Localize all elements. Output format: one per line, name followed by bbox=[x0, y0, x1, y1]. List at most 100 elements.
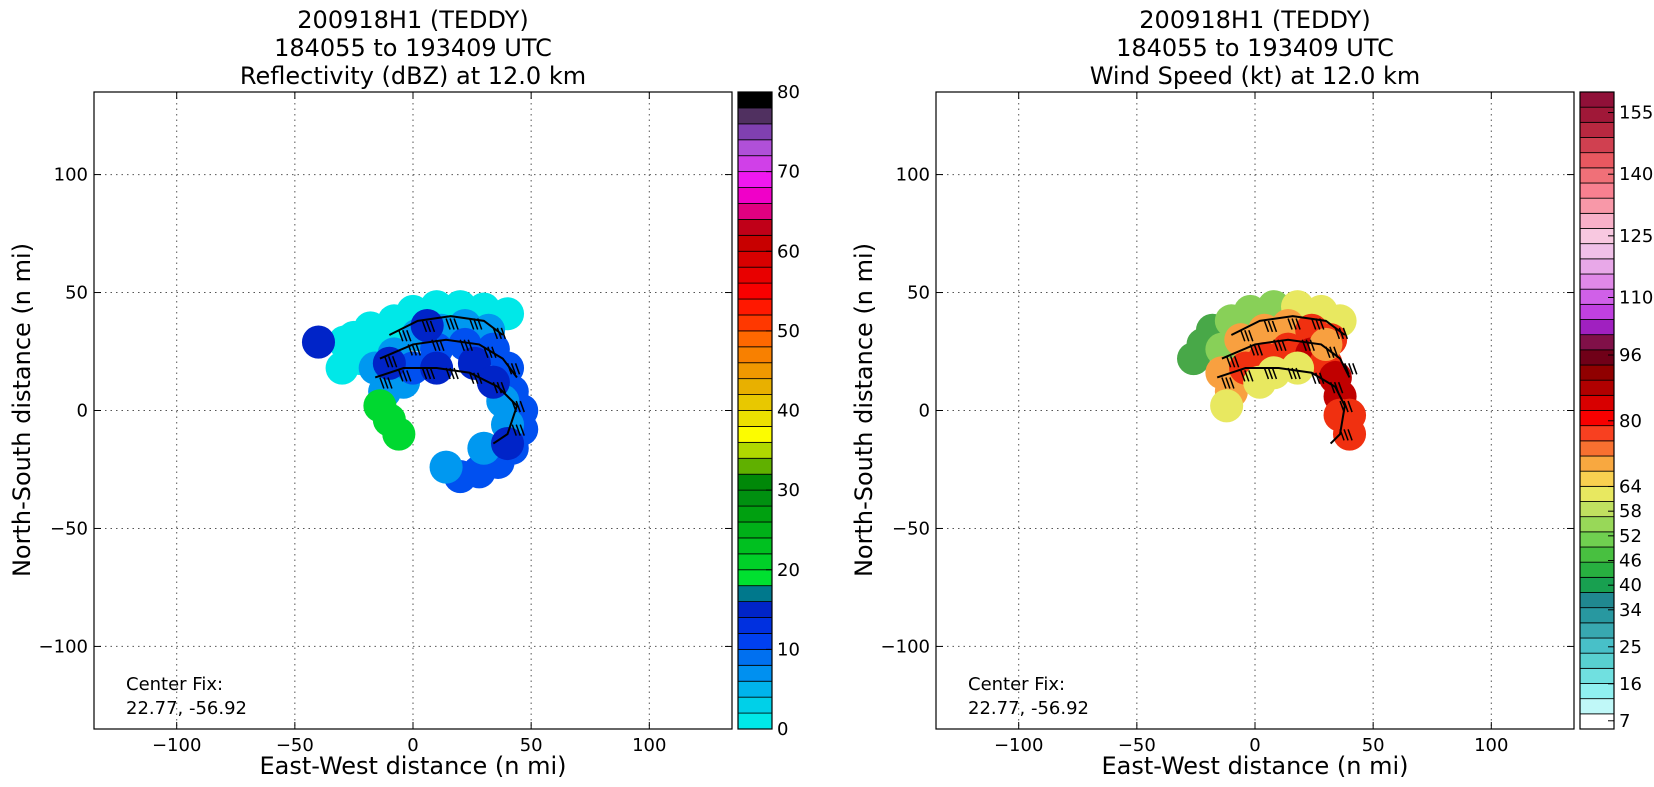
colorbar-segment bbox=[1579, 394, 1615, 411]
wind-barb bbox=[1287, 318, 1293, 330]
wind-barb bbox=[1301, 339, 1307, 351]
wind-barb bbox=[1277, 339, 1283, 351]
colorbar-segment bbox=[737, 521, 773, 539]
x-tick-label: 50 bbox=[1362, 735, 1385, 756]
x-axis-ticks: −100 −50 0 50 100 bbox=[994, 92, 1508, 756]
colorbar-segment bbox=[1579, 197, 1615, 214]
wind-barb bbox=[1348, 363, 1354, 375]
chart-title-line-2: 184055 to 193409 UTC bbox=[1116, 34, 1394, 62]
colorbar-tick-label: 125 bbox=[1619, 226, 1653, 247]
colorbar-segment bbox=[737, 378, 773, 395]
grid bbox=[94, 92, 732, 729]
reflectivity-field bbox=[301, 290, 539, 494]
wind-barb bbox=[1248, 330, 1254, 342]
colorbar-segment bbox=[737, 664, 773, 682]
wind-barb bbox=[398, 370, 404, 382]
x-axis-label: East-West distance (n mi) bbox=[1101, 752, 1408, 780]
colorbar-segment bbox=[1579, 652, 1615, 669]
colorbar-segment bbox=[737, 187, 773, 204]
colorbar-segment bbox=[737, 218, 773, 236]
barb-streamline bbox=[1230, 315, 1346, 336]
colorbar-tick-label: 58 bbox=[1619, 501, 1642, 522]
wind-barb bbox=[449, 318, 455, 330]
field-cell bbox=[1243, 365, 1277, 399]
wind-barb bbox=[515, 424, 521, 436]
wind-barb bbox=[383, 355, 390, 368]
wind-barb bbox=[463, 339, 469, 351]
wind-barb bbox=[415, 344, 421, 356]
colorbar-segment bbox=[737, 203, 773, 220]
wind-barb bbox=[1225, 377, 1231, 389]
colorbar-segment bbox=[1579, 319, 1615, 336]
wind-barb bbox=[406, 330, 412, 342]
x-axis-ticks: −100 −50 0 50 100 bbox=[152, 92, 666, 756]
wind-barb bbox=[411, 344, 417, 356]
wind-barb bbox=[515, 400, 521, 413]
wind-barb bbox=[1319, 318, 1325, 330]
wind-barb bbox=[407, 344, 413, 356]
wind-barb bbox=[1325, 346, 1331, 359]
wind-barb bbox=[1273, 339, 1279, 351]
chart-title-line-3: Reflectivity (dBZ) at 12.0 km bbox=[240, 62, 586, 90]
colorbar-segment bbox=[1579, 379, 1615, 396]
colorbar-segment bbox=[1579, 334, 1615, 351]
colorbar-segment bbox=[737, 712, 773, 730]
colorbar-tick-label: 50 bbox=[777, 321, 800, 342]
field-cell bbox=[382, 417, 416, 451]
colorbar-segment bbox=[1579, 349, 1615, 366]
colorbar-segment bbox=[737, 298, 773, 316]
wind-barb bbox=[449, 367, 455, 380]
colorbar-tick-label: 34 bbox=[1619, 600, 1642, 621]
field-cell bbox=[301, 325, 336, 359]
wind-barb bbox=[1311, 318, 1317, 330]
wind-barb bbox=[1271, 367, 1278, 380]
grid bbox=[936, 92, 1574, 729]
colorbar-segment bbox=[1579, 440, 1615, 457]
barb-streamline bbox=[1221, 338, 1351, 378]
wind-barb bbox=[1263, 320, 1270, 333]
x-tick-label: 0 bbox=[1249, 735, 1260, 756]
wind-barb bbox=[1291, 318, 1297, 330]
colorbar-segment bbox=[1579, 637, 1615, 654]
wind-barb bbox=[379, 377, 385, 389]
colorbar-segment bbox=[1579, 152, 1615, 169]
y-axis-label: North-South distance (n mi) bbox=[850, 243, 878, 577]
wind-barb bbox=[1253, 344, 1259, 356]
wind-barb bbox=[402, 330, 408, 342]
chart-title-line-2: 184055 to 193409 UTC bbox=[274, 34, 552, 62]
colorbar-tick-label: 64 bbox=[1619, 477, 1642, 498]
y-tick-label: −100 bbox=[39, 636, 88, 657]
wind-barb bbox=[459, 339, 465, 351]
colorbar-tick-label: 52 bbox=[1619, 526, 1642, 547]
colorbar-segment bbox=[1579, 410, 1615, 427]
colorbar-segment bbox=[737, 330, 773, 348]
colorbar-segment bbox=[737, 410, 773, 427]
colorbar-segment bbox=[737, 282, 773, 300]
wind-barb bbox=[477, 372, 483, 385]
y-tick-label: 50 bbox=[65, 283, 88, 304]
x-tick-label: −100 bbox=[152, 735, 201, 756]
colorbar: 7 16 25 34 40 46 52 58 64 80 96 110 125 140 155 bbox=[1579, 91, 1653, 732]
colorbar-segment bbox=[737, 680, 773, 698]
colorbar-segment bbox=[737, 457, 773, 475]
y-tick-label: 100 bbox=[54, 165, 88, 186]
wind-barb bbox=[1267, 320, 1274, 333]
colorbar-segment bbox=[737, 696, 773, 714]
y-tick-label: 100 bbox=[896, 165, 930, 186]
colorbar-tick-label: 16 bbox=[1619, 674, 1642, 695]
colorbar-segment bbox=[737, 394, 773, 411]
colorbar-segment bbox=[737, 266, 773, 284]
wind-barb bbox=[1271, 320, 1278, 333]
colorbar-segment bbox=[1579, 364, 1615, 381]
wind-barb bbox=[477, 318, 483, 330]
field-cell bbox=[1309, 327, 1343, 361]
wind-barb bbox=[496, 381, 503, 394]
field-cell bbox=[1210, 389, 1244, 423]
wind-barb bbox=[1309, 339, 1315, 351]
wind-barb bbox=[1329, 381, 1336, 394]
colorbar-segment bbox=[1579, 455, 1615, 472]
wind-barb bbox=[1263, 367, 1270, 380]
center-fix-label: Center Fix: bbox=[126, 674, 223, 695]
colorbar-tick-label: 60 bbox=[777, 241, 800, 262]
